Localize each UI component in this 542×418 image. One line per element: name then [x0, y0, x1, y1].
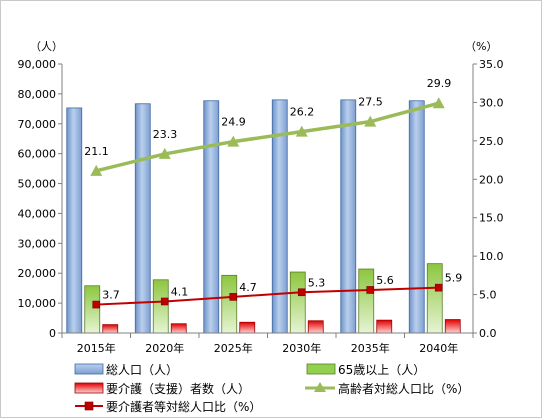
- marker-care-ratio: [160, 297, 169, 306]
- bar-total-population: [134, 103, 151, 334]
- bar-total-population: [66, 107, 83, 334]
- category-label: 2040年: [419, 341, 458, 355]
- legend-label-65-plus: 65歳以上（人）: [338, 363, 425, 377]
- legend-swatch-total-population: [74, 363, 104, 375]
- marker-elderly-ratio: [227, 135, 240, 147]
- category-label: 2025年: [214, 341, 253, 355]
- category-label: 2015年: [77, 341, 116, 355]
- left-tick-label: 0: [49, 327, 56, 340]
- category-label: 2030年: [282, 341, 321, 355]
- legend: 総人口（人） 65歳以上（人） 要介護（支援）者数（人） 高齢者対総人口比（%）…: [74, 363, 469, 414]
- bar-care-recipients: [102, 324, 119, 334]
- right-tick-label: 5.0: [479, 289, 497, 302]
- marker-care-ratio: [92, 300, 101, 309]
- data-label-care-ratio: 5.9: [445, 272, 463, 285]
- data-label-care-ratio: 4.1: [171, 285, 189, 298]
- marker-elderly-ratio: [432, 97, 445, 109]
- legend-swatch-65-plus: [306, 363, 336, 375]
- legend-swatch-care-recipients: [74, 382, 104, 394]
- bar-65-plus: [289, 271, 306, 334]
- bar-care-recipients: [376, 319, 393, 334]
- category-label: 2035年: [351, 341, 390, 355]
- bar-care-recipients: [307, 320, 324, 334]
- marker-care-ratio: [366, 286, 375, 294]
- legend-label-care-recipients: 要介護（支援）者数（人）: [106, 381, 250, 396]
- marker-elderly-ratio: [158, 147, 171, 159]
- left-tick-label: 30,000: [18, 237, 57, 250]
- left-tick-label: 90,000: [18, 58, 57, 71]
- bar-care-recipients: [444, 319, 461, 334]
- right-tick-label: 0.0: [479, 327, 497, 340]
- right-tick-label: 15.0: [479, 212, 504, 225]
- bar-care-recipients: [239, 321, 256, 334]
- marker-elderly-ratio: [295, 125, 308, 137]
- bar-65-plus: [358, 268, 375, 334]
- legend-marker-elderly-ratio: [314, 382, 326, 392]
- bar-total-population: [408, 100, 425, 334]
- data-label-care-ratio: 5.6: [376, 274, 394, 287]
- data-label-care-ratio: 4.7: [239, 281, 257, 294]
- right-tick-label: 30.0: [479, 96, 504, 109]
- legend-marker-care-ratio: [84, 401, 94, 411]
- marker-care-ratio: [297, 288, 306, 297]
- right-tick-label: 35.0: [479, 58, 504, 71]
- right-axis-unit: （%）: [465, 40, 497, 53]
- legend-label-total-population: 総人口（人）: [106, 363, 178, 377]
- left-tick-label: 20,000: [18, 267, 57, 280]
- data-label-care-ratio: 3.7: [102, 289, 120, 302]
- legend-label-elderly-ratio: 高齢者対総人口比（%）: [338, 381, 469, 396]
- right-axis-ticks: 0.0 5.0 10.0 15.0 20.0 25.0 30.0 35.0: [473, 58, 504, 340]
- bar-total-population: [340, 99, 357, 334]
- line-elderly-ratio: [95, 101, 440, 173]
- line-care-ratio: [96, 286, 439, 306]
- left-tick-label: 10,000: [18, 297, 57, 310]
- data-label-elderly-ratio: 26.2: [290, 106, 315, 119]
- category-axis-labels: 2015年 2020年 2025年 2030年 2035年 2040年: [77, 341, 459, 355]
- line-series: 21.1 23.3 24.9 26.2 27.5 29.9 3.7 4.1 4.7 5.3 5.6 5…: [84, 77, 463, 309]
- axes: [61, 64, 474, 338]
- marker-care-ratio: [434, 283, 443, 292]
- marker-elderly-ratio: [364, 115, 377, 127]
- bar-65-plus: [426, 263, 443, 334]
- left-tick-label: 40,000: [18, 207, 57, 220]
- data-label-elderly-ratio: 27.5: [358, 96, 383, 109]
- bar-65-plus: [152, 279, 169, 334]
- left-axis-unit: （人）: [30, 40, 63, 53]
- category-label: 2020年: [145, 341, 184, 355]
- bar-care-recipients: [170, 323, 187, 334]
- right-tick-label: 25.0: [479, 135, 504, 148]
- left-tick-label: 80,000: [18, 88, 57, 101]
- legend-label-care-ratio: 要介護者等対総人口比（%）: [106, 399, 261, 414]
- bar-series: [66, 99, 461, 334]
- data-label-elderly-ratio: 23.3: [153, 128, 178, 141]
- bar-65-plus: [84, 285, 101, 334]
- left-tick-label: 60,000: [18, 148, 57, 161]
- marker-care-ratio: [229, 293, 238, 301]
- data-label-elderly-ratio: 24.9: [221, 116, 246, 129]
- left-axis-ticks: 0 10,000 20,000 30,000 40,000 50,000 60,000 70,…: [18, 58, 62, 340]
- right-tick-label: 20.0: [479, 173, 504, 186]
- data-label-elderly-ratio: 29.9: [427, 77, 452, 90]
- data-label-care-ratio: 5.3: [308, 276, 326, 289]
- bar-65-plus: [221, 274, 238, 334]
- left-tick-label: 50,000: [18, 178, 57, 191]
- data-label-elderly-ratio: 21.1: [84, 145, 109, 158]
- left-tick-label: 70,000: [18, 118, 57, 131]
- marker-elderly-ratio: [90, 164, 103, 176]
- right-tick-label: 10.0: [479, 250, 504, 263]
